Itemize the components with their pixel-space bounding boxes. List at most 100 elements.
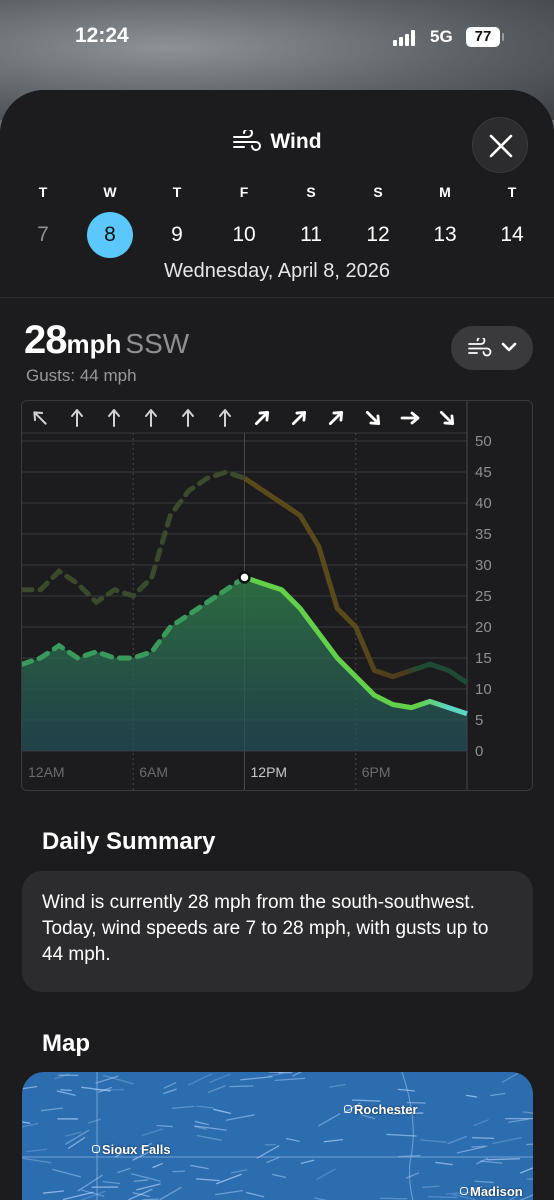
direction-arrow-up — [145, 409, 157, 427]
wind-streak — [397, 1088, 415, 1092]
battery-icon: 77 — [466, 27, 504, 47]
day-13[interactable]: M 13 — [415, 184, 475, 258]
wind-area-fill — [22, 577, 467, 751]
y-tick-label: 10 — [475, 681, 492, 698]
day-11[interactable]: S 11 — [281, 184, 341, 258]
status-bar: 12:24 5G 77 — [0, 0, 554, 80]
wind-streak — [141, 1128, 164, 1136]
wind-streak — [81, 1189, 105, 1197]
day-10[interactable]: F 10 — [214, 184, 274, 258]
wind-icon — [468, 338, 492, 357]
wind-streak — [22, 1122, 39, 1128]
wind-streak — [229, 1085, 254, 1088]
wind-streak — [54, 1073, 70, 1080]
selected-date: Wednesday, April 8, 2026 — [163, 260, 391, 282]
daily-summary-heading: Daily Summary — [42, 828, 216, 855]
wind-streak — [428, 1196, 457, 1199]
wind-streak — [196, 1134, 223, 1141]
close-icon — [489, 134, 513, 158]
day-letter: S — [373, 184, 383, 200]
wind-streak — [68, 1136, 86, 1149]
wind-streak — [194, 1120, 210, 1126]
wind-streak — [133, 1179, 149, 1182]
wind-streak — [163, 1082, 177, 1089]
wind-streak — [56, 1090, 76, 1096]
day-14[interactable]: T 14 — [482, 184, 542, 258]
direction-arrow-up-right — [291, 410, 307, 426]
wind-chart-svg: 0 5 10 15 20 25 30 35 40 45 50 12AM 6AM 12PM 6PM — [22, 401, 492, 790]
wind-streak — [292, 1072, 303, 1077]
wind-streak — [65, 1131, 82, 1137]
wind-streak — [102, 1074, 134, 1085]
day-number: 8 — [87, 212, 133, 258]
wind-streak — [256, 1145, 280, 1159]
wind-streak — [22, 1157, 52, 1164]
wind-streak — [379, 1197, 408, 1200]
wind-streak — [42, 1190, 65, 1194]
wind-streak — [246, 1191, 265, 1198]
wind-line-past — [22, 574, 247, 667]
wind-streak — [230, 1169, 248, 1174]
wind-streak — [300, 1159, 315, 1165]
wind-streak — [136, 1183, 161, 1191]
wind-streak — [323, 1138, 344, 1143]
day-number: 11 — [300, 223, 322, 246]
wind-streak — [65, 1129, 90, 1145]
wind-line-future — [243, 575, 468, 717]
wind-streak — [26, 1148, 48, 1153]
wind-streak — [420, 1139, 447, 1143]
wind-streak — [87, 1118, 102, 1124]
y-tick-label: 25 — [475, 588, 492, 605]
y-tick-label: 30 — [475, 557, 492, 574]
wind-streak — [520, 1167, 533, 1174]
close-button[interactable] — [472, 117, 528, 173]
wind-streak — [196, 1105, 215, 1109]
day-12[interactable]: S 12 — [348, 184, 408, 258]
direction-arrow-up-right — [254, 410, 270, 426]
wind-streak — [272, 1173, 287, 1179]
wind-streak — [215, 1173, 242, 1185]
metric-selector-button[interactable] — [451, 326, 533, 370]
wind-streak — [447, 1136, 468, 1145]
current-direction: SSW — [125, 328, 190, 359]
map-borders — [22, 1072, 533, 1200]
wind-sheet: Wind T 7 W 8 T 9 F 10 S 11 S 12 M 13 T 14 Wednesday, Ap… — [0, 90, 554, 1200]
wind-streak — [519, 1194, 533, 1200]
wind-streak — [268, 1072, 293, 1074]
wind-streak — [190, 1164, 209, 1170]
wind-streak — [128, 1188, 153, 1200]
x-tick-label: 12AM — [28, 764, 65, 780]
day-letter: M — [439, 184, 451, 200]
wind-streak — [422, 1185, 440, 1188]
wind-streak — [479, 1160, 503, 1164]
wind-streak — [208, 1085, 227, 1093]
sheet-header: Wind T 7 W 8 T 9 F 10 S 11 S 12 M 13 T 14 Wednesday, Ap… — [0, 90, 554, 298]
direction-arrow-down-right — [365, 410, 381, 426]
wind-streak — [209, 1073, 231, 1084]
direction-arrow-up-right — [328, 410, 344, 426]
wind-map[interactable]: Rochester Sioux Falls Madison — [22, 1072, 533, 1200]
wind-map-streaks — [22, 1072, 533, 1200]
wind-streak — [508, 1118, 529, 1123]
wind-streak — [22, 1085, 38, 1090]
wind-streak — [95, 1075, 119, 1084]
current-gusts: Gusts: 44 mph — [26, 366, 137, 385]
current-unit: mph — [66, 329, 122, 359]
wind-streak — [351, 1099, 381, 1102]
wind-streak — [490, 1092, 506, 1097]
wind-streak — [194, 1125, 207, 1130]
wind-streak — [159, 1186, 182, 1200]
wind-streak — [329, 1083, 346, 1088]
wind-icon — [232, 128, 262, 158]
wind-chart[interactable]: 0 5 10 15 20 25 30 35 40 45 50 12AM 6AM 12PM 6PM — [21, 400, 533, 791]
direction-arrow-up-left — [33, 411, 47, 425]
signal-icon — [393, 30, 417, 46]
wind-streak — [456, 1146, 485, 1154]
wind-streak — [405, 1172, 420, 1179]
wind-streak — [225, 1114, 255, 1121]
wind-streak — [316, 1168, 336, 1181]
y-tick-label: 40 — [475, 495, 492, 512]
